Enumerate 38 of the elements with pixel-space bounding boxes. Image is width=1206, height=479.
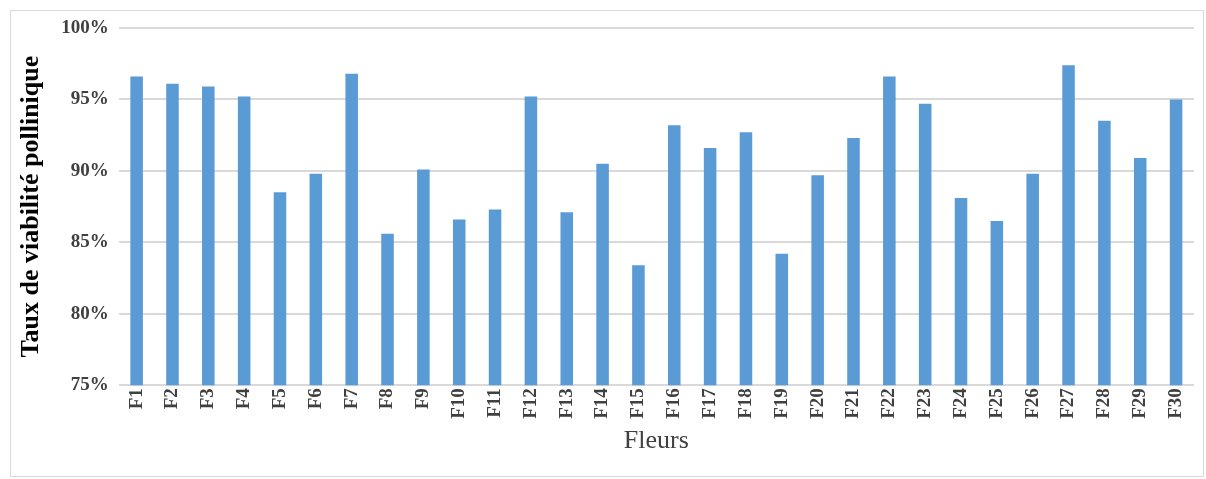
x-tick-label: F25 (984, 388, 1006, 419)
x-tick-label: F20 (805, 388, 827, 419)
x-tick-label: F30 (1163, 388, 1185, 419)
y-axis-title: Taux de viabilité pollinique (15, 55, 45, 358)
y-tick-label: 85% (70, 230, 109, 252)
x-tick-label: F2 (160, 388, 182, 410)
x-tick-label: F1 (124, 388, 146, 410)
x-tick-label: F8 (375, 388, 397, 410)
x-tick-label: F15 (626, 388, 648, 419)
x-tick-label: F23 (913, 388, 935, 419)
x-tick-label: F11 (482, 388, 504, 418)
x-axis-title: Fleurs (623, 425, 689, 455)
x-tick-label: F27 (1056, 387, 1078, 419)
x-tick-label: F5 (267, 388, 289, 410)
x-tick-label: F21 (841, 388, 863, 419)
x-tick-label: F10 (447, 388, 469, 419)
y-tick-label: 100% (61, 15, 109, 37)
x-tick-label: F6 (303, 388, 325, 410)
y-tick-label: 75% (70, 373, 109, 395)
x-tick-label: F18 (733, 388, 755, 419)
x-tick-label: F17 (698, 387, 720, 419)
x-tick-label: F16 (662, 388, 684, 419)
x-tick-label: F24 (948, 387, 970, 419)
x-tick-label: F22 (877, 388, 899, 419)
x-tick-label: F14 (590, 387, 612, 419)
x-tick-label: F28 (1092, 388, 1114, 419)
x-tick-label: F26 (1020, 388, 1042, 419)
x-tick-label: F13 (554, 388, 576, 419)
x-tick-label: F12 (518, 388, 540, 419)
x-tick-label: F4 (232, 387, 254, 410)
x-tick-label: F7 (339, 387, 361, 410)
x-tick-label: F19 (769, 388, 791, 419)
y-tick-label: 95% (70, 87, 109, 109)
y-tick-label: 80% (70, 301, 109, 323)
x-tick-label: F29 (1128, 388, 1150, 419)
y-tick-label: 90% (70, 158, 109, 180)
x-tick-label: F3 (196, 388, 218, 410)
x-tick-label: F9 (411, 388, 433, 410)
